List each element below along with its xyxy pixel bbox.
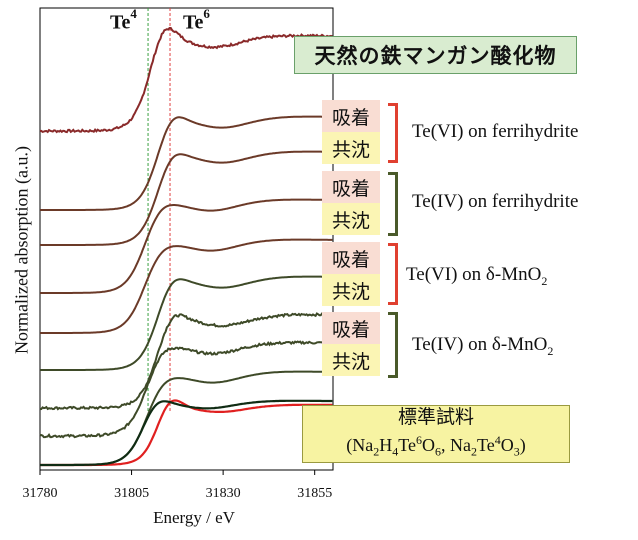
spectrum-line — [40, 275, 333, 371]
spectrum-line — [39, 27, 333, 134]
spectra — [39, 27, 334, 467]
x-axis-label: Energy / eV — [153, 508, 235, 527]
x-tick-label: 31780 — [22, 486, 58, 501]
coprecipitation-tag: 共沈 — [322, 132, 380, 164]
group-label: Te(VI) on ferrihydrite — [412, 121, 579, 142]
adsorption-tag: 吸着 — [322, 242, 380, 274]
spectrum-line — [40, 370, 333, 466]
coprecipitation-tag: 共沈 — [322, 344, 380, 376]
te4-label: Te4 — [110, 6, 137, 34]
group-bracket — [388, 103, 398, 163]
group-label: Te(IV) on δ-MnO2 — [412, 334, 554, 358]
chart-title: 天然の鉄マンガン酸化物 — [294, 36, 577, 74]
coprecipitation-tag: 共沈 — [322, 203, 380, 235]
spectrum-line — [40, 115, 333, 211]
group-bracket — [388, 312, 398, 378]
group-bracket — [388, 172, 398, 236]
reference-spectrum — [40, 399, 333, 467]
group-label: Te(VI) on δ-MnO2 — [406, 264, 548, 288]
standard-title: 標準試料 — [397, 406, 474, 429]
spectrum-line — [40, 238, 333, 334]
standard-formula: (Na2H4Te6O6, Na2Te4O3) — [346, 433, 526, 459]
coprecipitation-tag: 共沈 — [322, 274, 380, 306]
spectrum-line — [40, 198, 333, 294]
x-tick-label: 31855 — [297, 486, 333, 501]
group-bracket — [388, 243, 398, 305]
adsorption-tag: 吸着 — [322, 312, 380, 344]
x-tick-label: 31830 — [205, 486, 241, 501]
adsorption-tag: 吸着 — [322, 171, 380, 203]
spectrum-line — [40, 150, 333, 246]
x-tick-label: 31805 — [114, 486, 150, 501]
reference-spectrum — [40, 399, 333, 467]
spectrum-line — [39, 311, 333, 411]
spectrum-line — [39, 340, 334, 439]
y-axis-label: Normalized absorption (a.u.) — [11, 146, 32, 354]
te6-label: Te6 — [183, 6, 210, 34]
plot-frame — [39, 7, 334, 471]
axes-frame — [39, 7, 334, 475]
group-label: Te(IV) on ferrihydrite — [412, 191, 579, 212]
reference-standard-box: 標準試料 (Na2H4Te6O6, Na2Te4O3) — [302, 405, 570, 463]
adsorption-tag: 吸着 — [322, 100, 380, 132]
